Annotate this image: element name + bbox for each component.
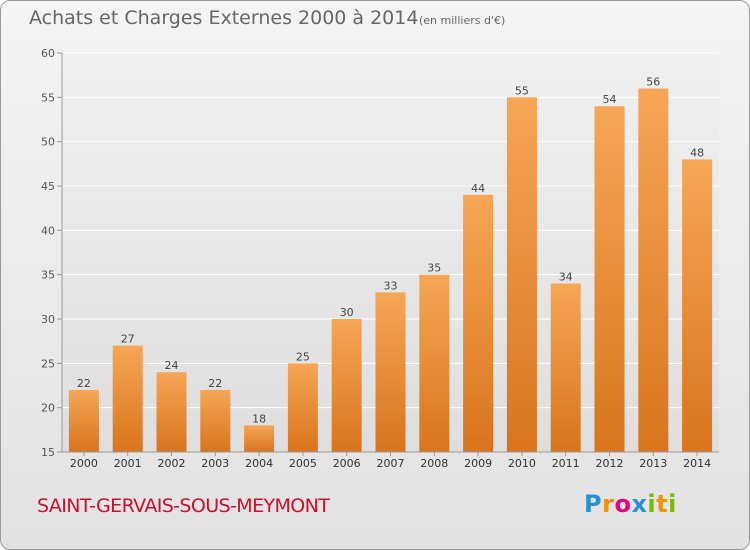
data-label: 24	[165, 359, 179, 372]
logo-letter: i	[647, 490, 657, 518]
y-tick-label: 20	[41, 402, 55, 415]
data-label: 54	[603, 93, 617, 106]
bar	[682, 159, 713, 452]
data-label: 55	[515, 84, 529, 97]
bar	[550, 283, 581, 452]
x-tick-label: 2006	[333, 457, 361, 470]
logo-letter: t	[656, 490, 669, 518]
x-tick-label: 2004	[245, 457, 273, 470]
bar	[68, 389, 99, 452]
y-tick-label: 60	[41, 47, 55, 60]
chart-subtitle: (en milliers d'€)	[419, 14, 506, 27]
proxiti-logo: Proxiti	[584, 490, 677, 518]
x-tick-label: 2002	[158, 457, 186, 470]
bar	[506, 97, 537, 452]
bar	[375, 292, 406, 452]
data-label: 25	[296, 350, 310, 363]
x-tick-label: 2007	[377, 457, 405, 470]
data-label: 44	[471, 182, 485, 195]
bar	[594, 106, 625, 452]
x-tick-label: 2000	[70, 457, 98, 470]
x-tick-label: 2012	[596, 457, 624, 470]
data-label: 33	[384, 279, 398, 292]
x-tick-label: 2005	[289, 457, 317, 470]
data-label: 18	[252, 412, 266, 425]
x-tick-label: 2001	[114, 457, 142, 470]
y-tick-label: 25	[41, 357, 55, 370]
data-label: 30	[340, 306, 354, 319]
commune-name: SAINT-GERVAIS-SOUS-MEYMONT	[37, 495, 330, 517]
y-tick-label: 15	[41, 446, 55, 459]
bar	[156, 372, 187, 452]
data-label: 56	[646, 75, 660, 88]
chart-title: Achats et Charges Externes 2000 à 2014	[29, 7, 419, 29]
data-label: 35	[427, 262, 441, 275]
data-label: 34	[559, 271, 573, 284]
bar	[244, 425, 275, 452]
bar	[287, 363, 318, 452]
x-tick-label: 2013	[639, 457, 667, 470]
y-tick-label: 55	[41, 91, 55, 104]
y-tick-label: 40	[41, 224, 55, 237]
x-tick-label: 2011	[552, 457, 580, 470]
bar	[638, 88, 669, 452]
y-tick-label: 50	[41, 136, 55, 149]
bar	[419, 274, 450, 452]
logo-letter: x	[631, 490, 648, 518]
data-label: 27	[121, 333, 135, 346]
bar	[200, 389, 231, 452]
x-tick-label: 2003	[201, 457, 229, 470]
x-tick-label: 2010	[508, 457, 536, 470]
logo-letter: i	[668, 490, 677, 518]
y-tick-label: 35	[41, 269, 55, 282]
logo-letter: o	[614, 490, 632, 518]
x-tick-label: 2009	[464, 457, 492, 470]
data-label: 22	[208, 377, 222, 390]
bar	[331, 319, 362, 452]
bar	[463, 194, 494, 452]
y-tick-label: 45	[41, 180, 55, 193]
data-label: 22	[77, 377, 91, 390]
bar	[112, 345, 143, 452]
logo-letter: P	[584, 490, 603, 518]
y-tick-label: 30	[41, 313, 55, 326]
x-tick-label: 2014	[683, 457, 711, 470]
data-label: 48	[690, 146, 704, 159]
x-tick-label: 2008	[420, 457, 448, 470]
logo-letter: r	[602, 490, 615, 518]
